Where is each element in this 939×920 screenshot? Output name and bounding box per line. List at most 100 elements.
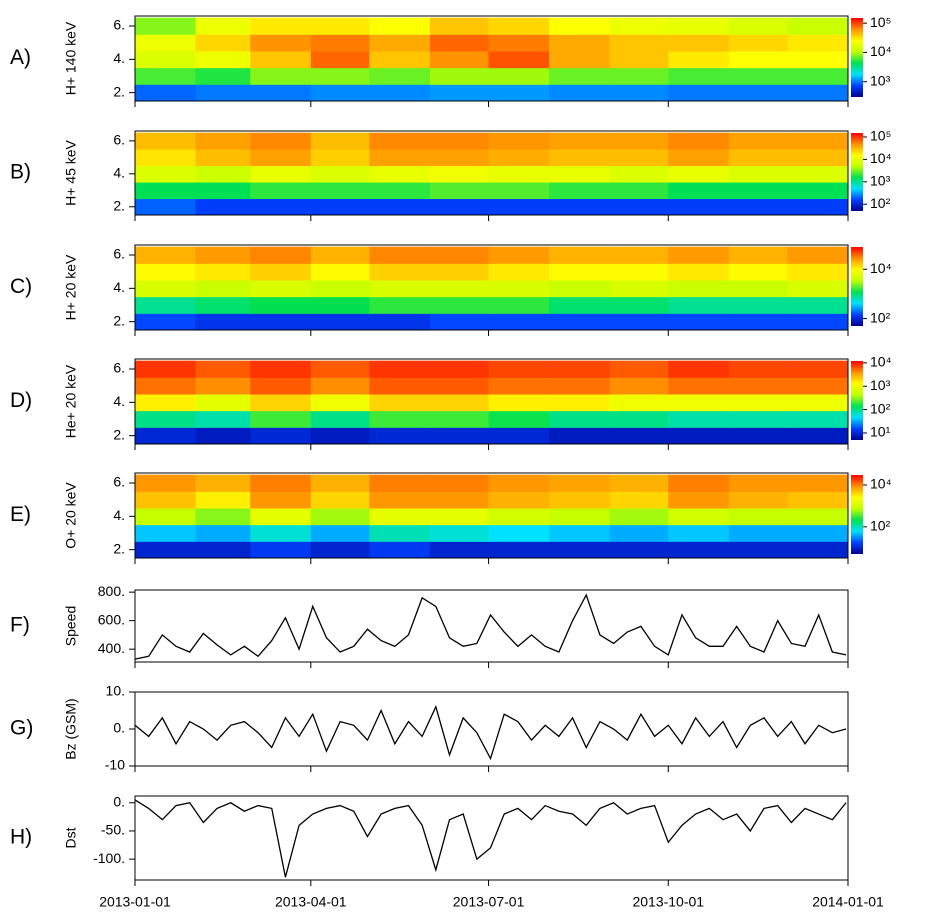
heat-cell: [787, 67, 849, 85]
heat-cell: [310, 491, 370, 509]
colorbar: [851, 18, 863, 97]
y-tick-label: 400.: [98, 640, 125, 656]
heat-cell: [728, 132, 788, 150]
heat-cell: [369, 246, 431, 264]
heat-cell: [310, 17, 370, 35]
heat-cell: [310, 165, 370, 183]
heat-cell: [429, 51, 490, 69]
heat-cell: [310, 377, 370, 395]
y-tick-label: 6.: [113, 246, 125, 262]
heat-cell: [310, 34, 370, 52]
heat-cell: [135, 165, 197, 183]
heat-cell: [668, 263, 730, 281]
heat-cell: [310, 263, 370, 281]
heat-cell: [250, 246, 312, 264]
heat-cell: [488, 182, 550, 200]
heat-cell: [429, 491, 490, 509]
y-tick-label: 2.: [113, 312, 125, 328]
heat-cell: [549, 149, 611, 167]
heat-cell: [369, 84, 431, 102]
heat-cell: [609, 182, 669, 200]
heat-cell: [250, 394, 312, 412]
heat-cell: [310, 296, 370, 314]
y-axis-label: Dst: [63, 827, 79, 848]
colorbar-tick-label: 10²: [870, 309, 891, 325]
heat-cell: [369, 410, 431, 428]
heat-cell: [549, 394, 611, 412]
heat-cell: [549, 165, 611, 183]
heat-cell: [609, 149, 669, 167]
heat-cell: [549, 296, 611, 314]
heat-cell: [310, 508, 370, 526]
heat-cell: [728, 263, 788, 281]
heat-cell: [488, 280, 550, 298]
heat-cell: [195, 246, 251, 264]
heat-cell: [668, 34, 730, 52]
heat-cell: [609, 410, 669, 428]
heat-cell: [310, 280, 370, 298]
heat-cell: [135, 524, 197, 542]
y-axis-label: He+ 20 keV: [63, 364, 79, 438]
y-tick-label: -100.: [93, 850, 125, 866]
y-tick-label: 6.: [113, 132, 125, 148]
heat-cell: [549, 67, 611, 85]
y-tick-label: 6.: [113, 474, 125, 490]
heat-cell: [250, 313, 312, 331]
heat-cell: [310, 67, 370, 85]
plot-frame: [134, 472, 849, 559]
heat-cell: [728, 394, 788, 412]
heat-cell: [369, 474, 431, 492]
heat-cell: [135, 360, 197, 378]
heat-cell: [195, 541, 251, 559]
heat-cell: [488, 263, 550, 281]
heat-cell: [609, 246, 669, 264]
heat-cell: [728, 508, 788, 526]
heat-cell: [135, 474, 197, 492]
heat-cell: [135, 508, 197, 526]
heat-cell: [195, 132, 251, 150]
heat-cell: [668, 17, 730, 35]
heat-cell: [135, 313, 197, 331]
heat-cell: [429, 508, 490, 526]
heat-cell: [369, 182, 431, 200]
heat-cell: [728, 51, 788, 69]
heat-cell: [609, 427, 669, 445]
heat-cell: [135, 410, 197, 428]
y-axis-label: H+ 45 keV: [63, 139, 79, 205]
heat-cell: [668, 377, 730, 395]
heat-cell: [787, 280, 849, 298]
heat-cell: [429, 246, 490, 264]
heat-cell: [250, 377, 312, 395]
heat-cell: [369, 280, 431, 298]
heat-cell: [728, 313, 788, 331]
heat-cell: [668, 296, 730, 314]
heat-cell: [787, 377, 849, 395]
heat-cell: [135, 34, 197, 52]
heat-cell: [369, 377, 431, 395]
heat-cell: [195, 427, 251, 445]
heat-cell: [488, 360, 550, 378]
heat-cell: [429, 410, 490, 428]
colorbar: [851, 361, 863, 440]
heat-cell: [369, 313, 431, 331]
heat-cell: [728, 34, 788, 52]
heat-cell: [488, 198, 550, 216]
data-line: [134, 593, 847, 660]
heat-cell: [549, 474, 611, 492]
heat-cell: [195, 377, 251, 395]
heat-cell: [787, 132, 849, 150]
heat-cell: [549, 427, 611, 445]
heat-cell: [728, 246, 788, 264]
heat-cell: [135, 427, 197, 445]
heat-cell: [429, 17, 490, 35]
heat-cell: [310, 427, 370, 445]
heat-cell: [609, 34, 669, 52]
y-tick-label: -50.: [101, 822, 125, 838]
heat-cell: [609, 524, 669, 542]
y-tick-label: 2.: [113, 426, 125, 442]
heat-cell: [488, 524, 550, 542]
heat-cell: [310, 132, 370, 150]
heat-cell: [668, 51, 730, 69]
plot-frame: [134, 15, 849, 102]
heat-cell: [488, 541, 550, 559]
